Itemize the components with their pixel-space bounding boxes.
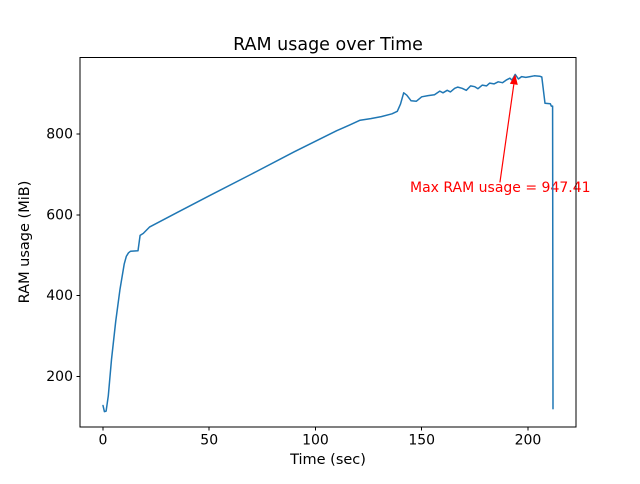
annotation-arrow-head <box>509 74 518 85</box>
chart-title: RAM usage over Time <box>233 35 423 55</box>
ram-usage-line <box>102 73 554 413</box>
y-tick-label: 600 <box>46 207 73 223</box>
y-tick-label: 200 <box>46 369 73 385</box>
y-tick-label: 800 <box>46 126 73 142</box>
x-tick-label: 100 <box>302 433 329 449</box>
x-tick-label: 0 <box>98 433 107 449</box>
x-tick-label: 200 <box>515 433 542 449</box>
plot-frame <box>79 57 577 428</box>
annotation-arrow-line <box>499 84 515 183</box>
x-tick-label: 50 <box>200 433 218 449</box>
y-tick-label: 400 <box>46 288 73 304</box>
x-tick-label: 150 <box>408 433 435 449</box>
y-axis-label: RAM usage (MiB) <box>17 181 33 304</box>
x-axis-label: Time (sec) <box>289 452 366 468</box>
max-ram-annotation: Max RAM usage = 947.41 <box>410 180 591 196</box>
